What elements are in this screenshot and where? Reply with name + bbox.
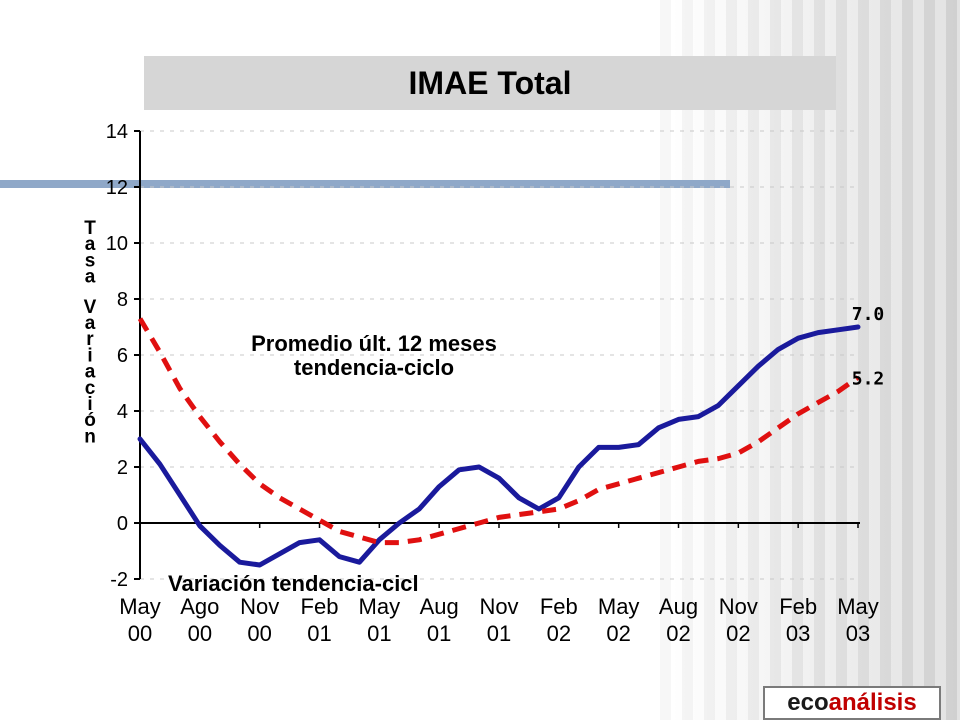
y-axis-title-letter: c xyxy=(85,378,96,399)
x-tick-label: 03 xyxy=(786,621,810,646)
y-tick-label: 12 xyxy=(106,177,128,199)
x-tick-label: 01 xyxy=(307,621,331,646)
y-axis-title-letter: a xyxy=(85,362,96,383)
y-axis-title-letter: n xyxy=(84,426,96,447)
background-stripe xyxy=(814,0,825,720)
x-tick-label: Feb xyxy=(779,594,817,619)
y-axis-title-letter: a xyxy=(85,313,96,334)
x-tick-label: 02 xyxy=(547,621,571,646)
background-stripe xyxy=(880,0,891,720)
y-tick-label: 2 xyxy=(117,457,128,479)
x-tick-label: 01 xyxy=(487,621,511,646)
grid-layer xyxy=(140,130,858,580)
x-tick-label: 01 xyxy=(427,621,451,646)
variacion-series-annotation: Variación tendencia-cicl xyxy=(168,571,419,596)
x-tick-label: Feb xyxy=(301,594,339,619)
ecoanalisis-logo: eco análisis xyxy=(763,686,941,720)
background-stripe xyxy=(858,0,869,720)
chart-title: IMAE Total xyxy=(408,64,572,101)
x-tick-label: 00 xyxy=(128,621,152,646)
y-tick-label: 0 xyxy=(117,513,128,535)
background-stripe xyxy=(924,0,935,720)
background-stripe xyxy=(726,0,737,720)
y-tick-label: 6 xyxy=(117,345,128,367)
y-axis-title-letter: i xyxy=(87,345,92,366)
x-tick-label: 02 xyxy=(666,621,690,646)
x-tick-label: 00 xyxy=(247,621,271,646)
accent-bar xyxy=(0,180,730,188)
logo-text-eco: eco xyxy=(787,689,829,716)
background-stripe xyxy=(836,0,847,720)
y-tick-label: 10 xyxy=(106,233,128,255)
x-tick-label: 01 xyxy=(367,621,391,646)
y-axis-title-letter: i xyxy=(87,394,92,415)
background-stripe xyxy=(902,0,913,720)
x-tick-label: May xyxy=(598,594,640,619)
series-layer xyxy=(137,317,861,568)
y-axis-title-letter: r xyxy=(86,329,94,350)
y-axis-title-letter: a xyxy=(85,267,96,288)
title-banner: IMAE Total xyxy=(144,56,836,110)
y-tick-label: 4 xyxy=(117,401,128,423)
x-tick-label: Aug xyxy=(659,594,698,619)
y-axis-title-letter: V xyxy=(84,297,97,318)
promedio-series-annotation: Promedio últ. 12 meses xyxy=(251,331,497,356)
y-axis-title-letter: a xyxy=(85,234,96,255)
x-tick-label: 02 xyxy=(606,621,630,646)
series-line-promedio xyxy=(137,317,860,546)
x-tick-label: Feb xyxy=(540,594,578,619)
y-axis-title-letter: s xyxy=(85,250,96,271)
y-tick-label: 14 xyxy=(106,121,128,143)
logo-text-analisis: análisis xyxy=(828,689,917,716)
y-axis-title-letter: T xyxy=(84,218,96,239)
end-value-label: 7.0 xyxy=(852,304,885,325)
x-tick-label: Nov xyxy=(240,594,279,619)
background-stripe xyxy=(770,0,781,720)
x-tick-label: 03 xyxy=(846,621,870,646)
x-tick-label: May xyxy=(837,594,879,619)
x-tick-label: Nov xyxy=(719,594,758,619)
x-tick-label: May xyxy=(359,594,401,619)
x-tick-label: Nov xyxy=(479,594,518,619)
background-stripe xyxy=(748,0,759,720)
background-stripe xyxy=(704,0,715,720)
x-tick-label: Ago xyxy=(180,594,219,619)
x-tick-label: 00 xyxy=(188,621,212,646)
y-tick-label: -2 xyxy=(110,569,128,591)
promedio-series-annotation: tendencia-ciclo xyxy=(294,355,454,380)
axis-layer: -202468101214May00Ago00Nov00Feb01May01Au… xyxy=(106,121,879,646)
background-stripe xyxy=(792,0,803,720)
x-tick-label: 02 xyxy=(726,621,750,646)
y-tick-label: 8 xyxy=(117,289,128,311)
background-stripe xyxy=(946,0,957,720)
series-line-variacion xyxy=(137,324,861,568)
x-tick-label: Aug xyxy=(420,594,459,619)
end-value-label: 5.2 xyxy=(852,368,885,389)
y-axis-title-letter: ó xyxy=(84,410,96,431)
x-tick-label: May xyxy=(119,594,161,619)
